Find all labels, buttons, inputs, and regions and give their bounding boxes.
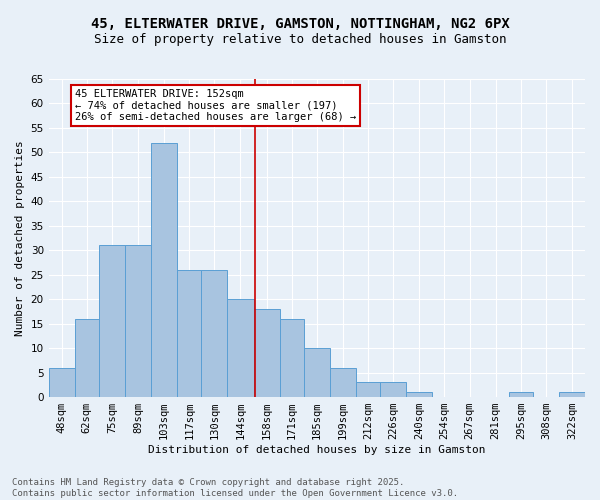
Text: 45 ELTERWATER DRIVE: 152sqm
← 74% of detached houses are smaller (197)
26% of se: 45 ELTERWATER DRIVE: 152sqm ← 74% of det… [75, 89, 356, 122]
Bar [99, 246, 125, 397]
Text: 45, ELTERWATER DRIVE, GAMSTON, NOTTINGHAM, NG2 6PX: 45, ELTERWATER DRIVE, GAMSTON, NOTTINGHA… [91, 18, 509, 32]
Bar [151, 142, 177, 397]
Bar [509, 392, 533, 397]
Bar [280, 319, 304, 397]
Bar [559, 392, 585, 397]
Bar [202, 270, 227, 397]
Y-axis label: Number of detached properties: Number of detached properties [15, 140, 25, 336]
Bar [125, 246, 151, 397]
Bar [406, 392, 432, 397]
Bar [75, 319, 99, 397]
Bar [304, 348, 330, 397]
Bar [177, 270, 202, 397]
Bar [254, 309, 280, 397]
Bar [330, 368, 356, 397]
Text: Contains HM Land Registry data © Crown copyright and database right 2025.
Contai: Contains HM Land Registry data © Crown c… [12, 478, 458, 498]
Bar [356, 382, 380, 397]
Text: Size of property relative to detached houses in Gamston: Size of property relative to detached ho… [94, 32, 506, 46]
Bar [380, 382, 406, 397]
X-axis label: Distribution of detached houses by size in Gamston: Distribution of detached houses by size … [148, 445, 485, 455]
Bar [227, 299, 254, 397]
Bar [49, 368, 75, 397]
